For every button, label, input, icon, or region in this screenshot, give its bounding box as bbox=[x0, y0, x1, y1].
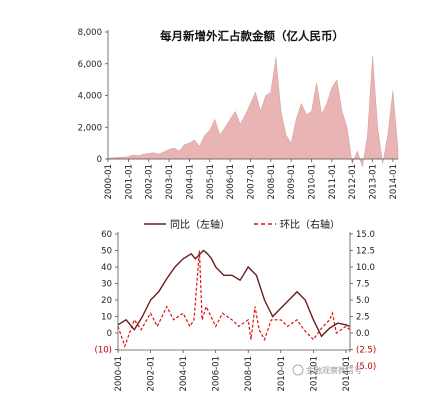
bottom-x-tick-label: 2014-01 bbox=[342, 356, 352, 392]
left-y-tick-label: 0 bbox=[107, 329, 112, 339]
right-y-tick-label: 0.0 bbox=[356, 329, 370, 339]
top-x-tick-label: 2013-01 bbox=[369, 164, 379, 200]
watermark-text: 金融观察微信号 bbox=[306, 365, 362, 375]
bottom-x-tick-label: 2006-01 bbox=[212, 356, 222, 392]
right-y-tick-label: 12.5 bbox=[356, 247, 375, 257]
top-x-tick-label: 2001-01 bbox=[124, 164, 134, 200]
left-y-tick-label: 60 bbox=[101, 230, 112, 240]
top-y-tick-label: 0 bbox=[97, 155, 102, 165]
top-y-tick-label: 2,000 bbox=[78, 123, 102, 133]
top-x-tick-label: 2010-01 bbox=[308, 164, 318, 200]
top-chart-title: 每月新增外汇占款金额（亿人民币） bbox=[160, 29, 344, 43]
top-chart: 每月新增外汇占款金额（亿人民币） 8,000 6,000 4,000 2,000 0 2… bbox=[78, 28, 399, 200]
bottom-legend: 同比（左轴） 环比（右轴） bbox=[144, 218, 340, 231]
bottom-x-tick-label: 2010-01 bbox=[277, 356, 287, 392]
top-y-tick-label: 8,000 bbox=[78, 28, 102, 38]
right-y-tick-label: 10.0 bbox=[356, 263, 375, 273]
watermark: 金融观察微信号 bbox=[292, 364, 362, 376]
top-x-tick-label: 2000-01 bbox=[104, 164, 114, 200]
right-y-tick-label: (2.5) bbox=[356, 346, 376, 356]
legend-mom-label: 环比（右轴） bbox=[280, 218, 340, 231]
right-y-tick-label: 5.0 bbox=[356, 296, 370, 306]
top-x-tick-label: 2002-01 bbox=[145, 164, 155, 200]
top-x-tick-label: 2003-01 bbox=[165, 164, 175, 200]
bottom-right-y-ticks: 15.0 12.5 10.0 7.5 5.0 2.5 0.0 (2.5) (5.0) bbox=[350, 230, 376, 372]
mom-series-line bbox=[117, 250, 351, 349]
top-x-tick-label: 2006-01 bbox=[226, 164, 236, 200]
bottom-left-y-ticks: 60 50 40 30 20 10 0 (10) bbox=[95, 230, 118, 356]
right-y-tick-label: 7.5 bbox=[356, 280, 370, 290]
right-y-tick-label: 15.0 bbox=[356, 230, 375, 240]
top-y-ticks: 8,000 6,000 4,000 2,000 0 bbox=[78, 28, 108, 165]
top-area-series bbox=[107, 55, 399, 167]
bottom-chart: 同比（左轴） 环比（右轴） 60 50 40 30 20 10 0 (10) 15.0 12.5… bbox=[95, 218, 377, 392]
top-x-tick-label: 2011-01 bbox=[328, 164, 338, 200]
bottom-x-tick-label: 2008-01 bbox=[244, 356, 254, 392]
top-y-tick-label: 4,000 bbox=[78, 92, 102, 102]
bottom-line-series bbox=[117, 249, 351, 349]
bottom-x-tick-label: 2004-01 bbox=[179, 356, 189, 392]
top-x-tick-label: 2005-01 bbox=[206, 164, 216, 200]
right-y-tick-label: (5.0) bbox=[356, 362, 376, 372]
top-y-tick-label: 6,000 bbox=[78, 60, 102, 70]
top-x-tick-label: 2009-01 bbox=[287, 164, 297, 200]
left-y-tick-label: 40 bbox=[101, 263, 112, 273]
top-x-tick-label: 2004-01 bbox=[185, 164, 195, 200]
top-x-tick-label: 2008-01 bbox=[267, 164, 277, 200]
right-y-tick-label: 2.5 bbox=[356, 313, 370, 323]
left-y-tick-label: 50 bbox=[101, 247, 112, 257]
left-y-tick-label: 20 bbox=[101, 296, 112, 306]
top-x-ticks: 2000-01 2001-01 2002-01 2003-01 2004-01 2005-… bbox=[104, 159, 399, 200]
top-x-tick-label: 2014-01 bbox=[389, 164, 399, 200]
top-area-path bbox=[107, 55, 399, 167]
left-y-tick-label: 10 bbox=[101, 313, 112, 323]
top-x-tick-label: 2012-01 bbox=[348, 164, 358, 200]
bottom-x-tick-label: 2000-01 bbox=[114, 356, 124, 392]
top-x-tick-label: 2007-01 bbox=[246, 164, 256, 200]
left-y-tick-label: 30 bbox=[101, 280, 112, 290]
wechat-icon bbox=[292, 364, 304, 376]
left-y-tick-label: (10) bbox=[95, 346, 112, 356]
legend-yoy-label: 同比（左轴） bbox=[170, 218, 230, 231]
bottom-x-ticks: 2000-01 2002-01 2004-01 2006-01 2008-01 2010-… bbox=[114, 350, 352, 392]
yoy-series-line bbox=[117, 249, 351, 338]
bottom-x-tick-label: 2002-01 bbox=[147, 356, 157, 392]
bottom-x-tick-label: 2012-01 bbox=[309, 356, 319, 392]
